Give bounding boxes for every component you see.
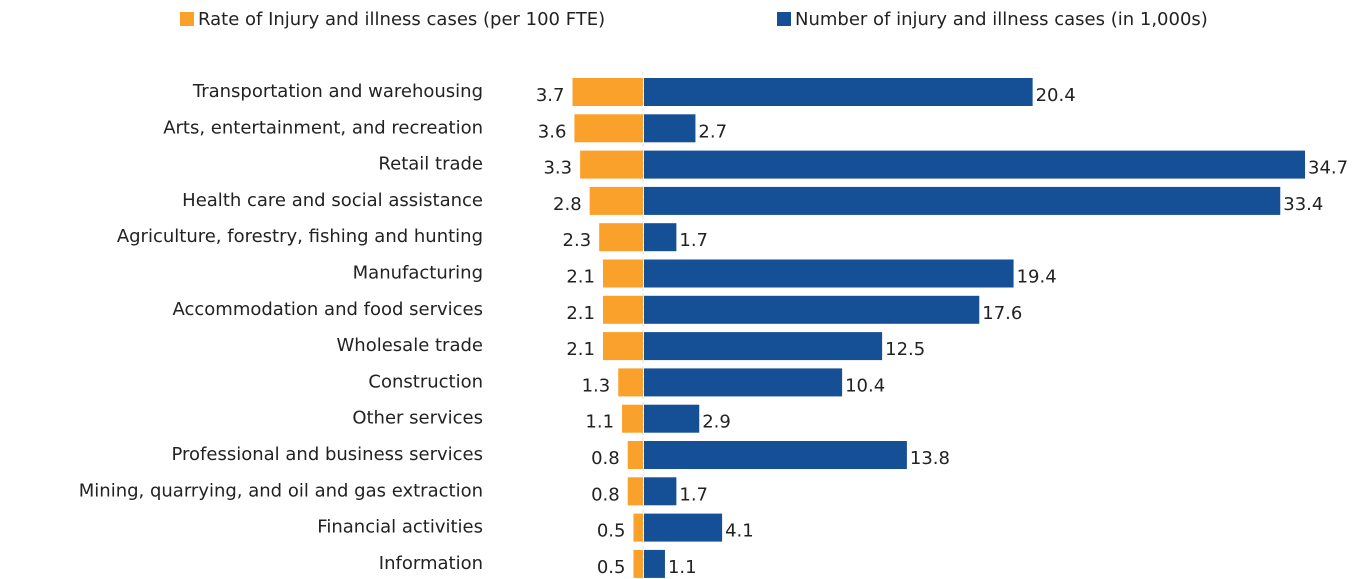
value-label: 0.5: [597, 557, 626, 578]
bar: [644, 332, 883, 361]
legend-swatch: [777, 12, 791, 26]
value-label: 0.8: [591, 484, 620, 505]
bar: [644, 259, 1014, 288]
bar: [644, 78, 1033, 106]
bar: [618, 368, 643, 397]
bar: [644, 368, 843, 397]
bar: [644, 295, 980, 324]
value-label: 4.1: [725, 521, 754, 542]
bar: [574, 114, 643, 143]
bar: [602, 259, 643, 288]
bar: [599, 223, 643, 252]
category-label: Retail trade: [378, 154, 483, 175]
value-label: 1.1: [668, 557, 697, 578]
value-label: 2.8: [553, 194, 582, 215]
value-label: 33.4: [1283, 194, 1323, 215]
value-label: 2.9: [702, 412, 731, 433]
value-label: 1.3: [582, 375, 611, 396]
category-label: Accommodation and food services: [173, 299, 484, 320]
bar: [644, 549, 665, 578]
value-label: 0.8: [591, 448, 620, 469]
value-label: 1.7: [679, 230, 708, 251]
legend-label: Rate of Injury and illness cases (per 10…: [198, 9, 605, 30]
category-label: Information: [379, 553, 483, 574]
bar: [627, 477, 643, 506]
category-label: Manufacturing: [353, 263, 483, 284]
bar: [589, 186, 643, 215]
value-label: 10.4: [845, 375, 885, 396]
bar: [644, 477, 677, 506]
value-label: 34.7: [1308, 158, 1348, 179]
bar: [627, 441, 643, 469]
value-label: 3.3: [543, 158, 572, 179]
value-label: 2.3: [563, 230, 592, 251]
value-label: 19.4: [1017, 267, 1057, 288]
bar: [644, 150, 1306, 179]
value-label: 2.7: [698, 121, 727, 142]
category-label: Arts, entertainment, and recreation: [163, 117, 483, 138]
value-label: 20.4: [1036, 85, 1076, 106]
legend-swatch: [180, 12, 194, 26]
bar: [602, 295, 643, 324]
bar: [633, 513, 643, 542]
bar: [644, 441, 907, 469]
category-label: Financial activities: [317, 517, 483, 538]
value-label: 2.1: [566, 303, 595, 324]
category-label: Professional and business services: [171, 444, 483, 465]
bar: [644, 186, 1281, 215]
category-label: Mining, quarrying, and oil and gas extra…: [79, 480, 483, 501]
bar: [572, 78, 643, 106]
category-label: Construction: [368, 371, 483, 392]
bar: [644, 513, 723, 542]
value-label: 3.6: [538, 121, 567, 142]
category-label: Other services: [352, 408, 483, 429]
category-label: Health care and social assistance: [182, 190, 483, 211]
bar: [644, 114, 696, 143]
category-label: Transportation and warehousing: [192, 81, 483, 102]
bar: [622, 404, 643, 433]
bar: [644, 223, 677, 252]
value-label: 13.8: [910, 448, 950, 469]
bar: [580, 150, 643, 179]
legend-label: Number of injury and illness cases (in 1…: [795, 9, 1208, 30]
value-label: 2.1: [566, 339, 595, 360]
value-label: 12.5: [885, 339, 925, 360]
value-label: 2.1: [566, 267, 595, 288]
value-label: 3.7: [536, 85, 565, 106]
value-label: 0.5: [597, 521, 626, 542]
bar: [644, 404, 700, 433]
category-label: Agriculture, forestry, fishing and hunti…: [117, 226, 483, 247]
bar: [602, 332, 643, 361]
value-label: 1.7: [679, 484, 708, 505]
value-label: 17.6: [982, 303, 1022, 324]
value-label: 1.1: [585, 412, 614, 433]
bar: [633, 549, 643, 578]
category-label: Wholesale trade: [337, 335, 484, 356]
